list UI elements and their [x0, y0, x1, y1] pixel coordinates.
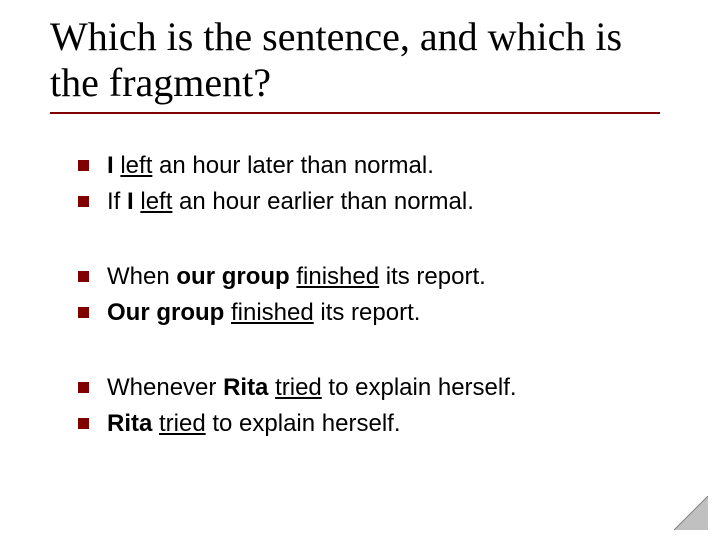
text-run: to explain herself.	[206, 410, 401, 437]
text-run: left	[140, 188, 172, 215]
text-run: Whenever	[107, 374, 223, 401]
text-run: an hour later than normal.	[152, 152, 434, 179]
list-item: Rita tried to explain herself.	[78, 408, 658, 440]
text-run: If	[107, 188, 127, 215]
text-run: finished	[296, 263, 379, 290]
bullet-group: Whenever Rita tried to explain herself.R…	[78, 372, 658, 441]
text-run: its report.	[379, 263, 486, 290]
text-run: left	[120, 152, 152, 179]
square-bullet-icon	[78, 271, 89, 282]
text-run: tried	[275, 374, 322, 401]
list-item: I left an hour later than normal.	[78, 150, 658, 182]
square-bullet-icon	[78, 307, 89, 318]
text-run: finished	[231, 299, 314, 326]
list-item: If I left an hour earlier than normal.	[78, 186, 658, 218]
text-run: I	[127, 188, 140, 215]
square-bullet-icon	[78, 382, 89, 393]
title-underline	[50, 112, 660, 114]
title-block: Which is the sentence, and which is the …	[50, 14, 670, 114]
list-item-text: Rita tried to explain herself.	[107, 408, 658, 440]
slide-body: I left an hour later than normal. If I le…	[78, 150, 658, 482]
list-item-text: When our group finished its report.	[107, 261, 658, 293]
bullet-group: When our group finished its report.Our g…	[78, 261, 658, 330]
text-run: When	[107, 263, 176, 290]
text-run: our group	[176, 263, 296, 290]
text-run: I	[107, 152, 120, 179]
text-run: an hour earlier than normal.	[172, 188, 474, 215]
text-run: Our group	[107, 299, 231, 326]
text-run: tried	[159, 410, 206, 437]
square-bullet-icon	[78, 160, 89, 171]
page-corner-icon	[674, 496, 708, 530]
text-run: its report.	[314, 299, 421, 326]
text-run: Rita	[107, 410, 159, 437]
slide: Which is the sentence, and which is the …	[0, 0, 720, 540]
list-item: Our group finished its report.	[78, 297, 658, 329]
text-run: Rita	[223, 374, 275, 401]
list-item: When our group finished its report.	[78, 261, 658, 293]
square-bullet-icon	[78, 418, 89, 429]
list-item: Whenever Rita tried to explain herself.	[78, 372, 658, 404]
list-item-text: If I left an hour earlier than normal.	[107, 186, 658, 218]
square-bullet-icon	[78, 196, 89, 207]
list-item-text: Our group finished its report.	[107, 297, 658, 329]
list-item-text: Whenever Rita tried to explain herself.	[107, 372, 658, 404]
slide-title: Which is the sentence, and which is the …	[50, 14, 670, 106]
text-run: to explain herself.	[322, 374, 517, 401]
list-item-text: I left an hour later than normal.	[107, 150, 658, 182]
bullet-group: I left an hour later than normal. If I le…	[78, 150, 658, 219]
